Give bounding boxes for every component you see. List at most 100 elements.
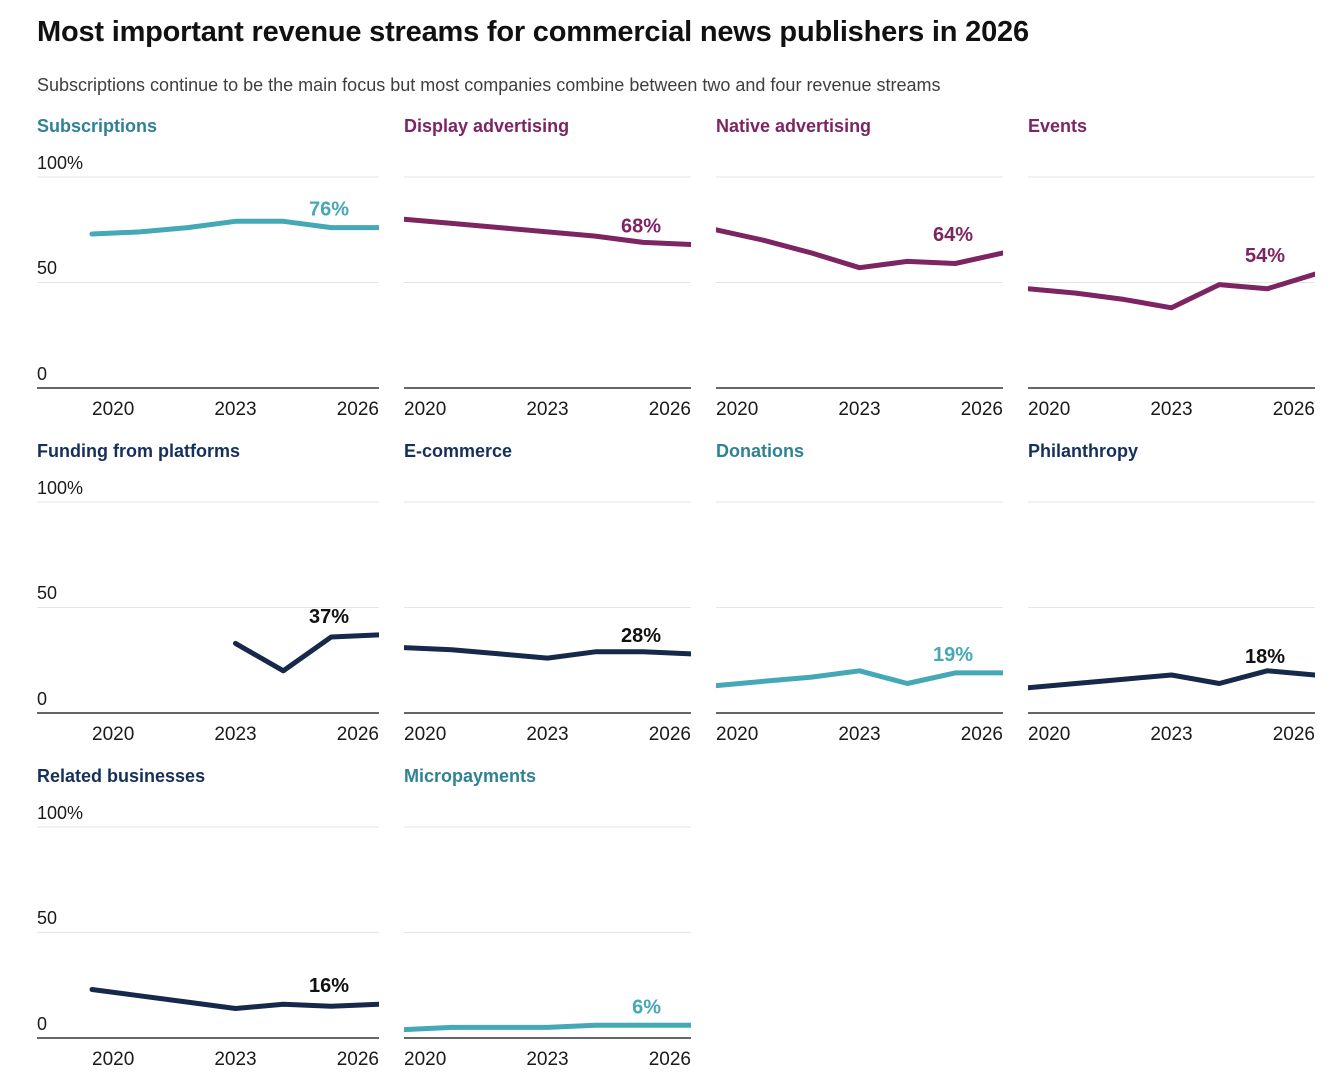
data-line xyxy=(1028,271,1315,311)
data-line xyxy=(404,1022,691,1033)
data-line xyxy=(716,227,1003,271)
chart-panel-display-advertising: Display advertising 68% 2020 2023 2026 xyxy=(404,115,691,420)
y-tick-label: 0 xyxy=(37,363,52,385)
value-label: 37% xyxy=(309,606,349,628)
x-tick-label: 2026 xyxy=(336,399,379,420)
y-tick-label: 50 xyxy=(37,907,62,929)
x-tick-label: 2026 xyxy=(960,399,1003,420)
line-chart-svg: 37% xyxy=(37,501,379,714)
y-tick-label: 0 xyxy=(37,1013,52,1035)
chart-panel-donations: Donations 19% 2020 2023 2026 xyxy=(716,440,1003,745)
line-chart-svg: 64% xyxy=(716,176,1003,389)
x-axis-labels: 2020 2023 2026 xyxy=(404,1049,691,1071)
chart-panel-philanthropy: Philanthropy 18% 2020 2023 2026 xyxy=(1028,440,1315,745)
chart-title: Funding from platforms xyxy=(37,441,240,461)
chart-title: Display advertising xyxy=(404,116,570,136)
x-axis-labels: 2020 2023 2026 xyxy=(1028,399,1315,421)
x-axis-labels: 2020 2023 2026 xyxy=(716,399,1003,421)
x-axis-labels: 2020 2023 2026 xyxy=(92,1049,379,1071)
line-chart-svg: 18% xyxy=(1028,501,1315,714)
y-tick-label: 50 xyxy=(37,582,62,604)
value-label: 28% xyxy=(621,625,661,647)
data-line xyxy=(233,632,379,674)
x-axis-labels: 2020 2023 2026 xyxy=(404,724,691,746)
plot-area: 19% xyxy=(716,480,1003,715)
data-line xyxy=(89,987,379,1011)
x-tick-label: 2023 xyxy=(1150,399,1193,420)
x-tick-label: 2020 xyxy=(404,724,447,745)
x-tick-label: 2026 xyxy=(336,1049,379,1070)
x-tick-label: 2020 xyxy=(1028,399,1071,420)
chart-title: Native advertising xyxy=(716,116,872,136)
value-label: 68% xyxy=(621,216,661,238)
x-tick-label: 2023 xyxy=(838,724,881,745)
x-tick-label: 2026 xyxy=(336,724,379,745)
x-axis-labels: 2020 2023 2026 xyxy=(1028,724,1315,746)
data-line xyxy=(89,218,379,237)
plot-area: 64% xyxy=(716,155,1003,390)
x-tick-label: 2023 xyxy=(214,399,257,420)
line-chart-svg: 76% xyxy=(37,176,379,389)
chart-title: E-commerce xyxy=(404,441,513,461)
plot-area: 18% xyxy=(1028,480,1315,715)
x-tick-label: 2020 xyxy=(92,399,135,420)
chart-panel-e-commerce: E-commerce 28% 2020 2023 2026 xyxy=(404,440,691,745)
value-label: 64% xyxy=(933,224,973,246)
chart-title: Events xyxy=(1028,116,1088,136)
x-tick-label: 2026 xyxy=(1272,724,1315,745)
value-label: 18% xyxy=(1245,646,1285,668)
y-tick-label: 50 xyxy=(37,257,62,279)
data-line xyxy=(1028,668,1315,691)
x-tick-label: 2020 xyxy=(404,399,447,420)
chart-panel-micropayments: Micropayments 6% 2020 2023 2026 xyxy=(404,765,691,1070)
value-label: 6% xyxy=(632,996,661,1018)
line-chart-svg: 19% xyxy=(716,501,1003,714)
chart-panel-funding-from-platforms: Funding from platforms 37% 100% 50 0 2020 2023… xyxy=(37,440,379,745)
x-tick-label: 2020 xyxy=(92,724,135,745)
value-label: 19% xyxy=(933,644,973,666)
value-label: 76% xyxy=(309,199,349,221)
y-tick-label: 0 xyxy=(37,688,52,710)
line-chart-svg: 16% xyxy=(37,826,379,1039)
x-tick-label: 2020 xyxy=(404,1049,447,1070)
page: Most important revenue streams for comme… xyxy=(37,16,1342,1070)
x-tick-label: 2023 xyxy=(214,724,257,745)
chart-title: Related businesses xyxy=(37,766,206,786)
x-tick-label: 2020 xyxy=(1028,724,1071,745)
x-axis-labels: 2020 2023 2026 xyxy=(92,399,379,421)
chart-title: Subscriptions xyxy=(37,116,158,136)
y-tick-label: 100% xyxy=(37,477,88,499)
line-chart-svg: 54% xyxy=(1028,176,1315,389)
x-tick-label: 2023 xyxy=(526,399,569,420)
x-tick-label: 2023 xyxy=(214,1049,257,1070)
plot-area: 76% 100% 50 0 xyxy=(37,152,379,390)
chart-title: Philanthropy xyxy=(1028,441,1139,461)
page-title: Most important revenue streams for comme… xyxy=(37,16,1029,48)
charts-grid: Subscriptions 76% 100% 50 0 2020 2023 2026 Displ… xyxy=(37,115,1342,1070)
x-tick-label: 2023 xyxy=(526,724,569,745)
x-tick-label: 2020 xyxy=(716,399,759,420)
data-line xyxy=(716,668,1003,689)
x-tick-label: 2026 xyxy=(960,724,1003,745)
x-tick-label: 2023 xyxy=(526,1049,569,1070)
y-tick-label: 100% xyxy=(37,802,88,824)
plot-area: 16% 100% 50 0 xyxy=(37,802,379,1040)
plot-area: 54% xyxy=(1028,155,1315,390)
line-chart-svg: 6% xyxy=(404,826,691,1039)
value-label: 54% xyxy=(1245,245,1285,267)
line-chart-svg: 28% xyxy=(404,501,691,714)
y-tick-label: 100% xyxy=(37,152,88,174)
chart-panel-related-businesses: Related businesses 16% 100% 50 0 2020 2023 2026 xyxy=(37,765,379,1070)
chart-title: Donations xyxy=(716,441,804,461)
x-axis-labels: 2020 2023 2026 xyxy=(404,399,691,421)
plot-area: 28% xyxy=(404,480,691,715)
data-line xyxy=(404,645,691,661)
plot-area: 68% xyxy=(404,155,691,390)
x-tick-label: 2023 xyxy=(1150,724,1193,745)
x-tick-label: 2026 xyxy=(648,724,691,745)
line-chart-svg: 68% xyxy=(404,176,691,389)
data-line xyxy=(404,216,691,247)
page-subtitle: Subscriptions continue to be the main fo… xyxy=(37,75,941,95)
x-tick-label: 2020 xyxy=(716,724,759,745)
x-tick-label: 2026 xyxy=(648,1049,691,1070)
